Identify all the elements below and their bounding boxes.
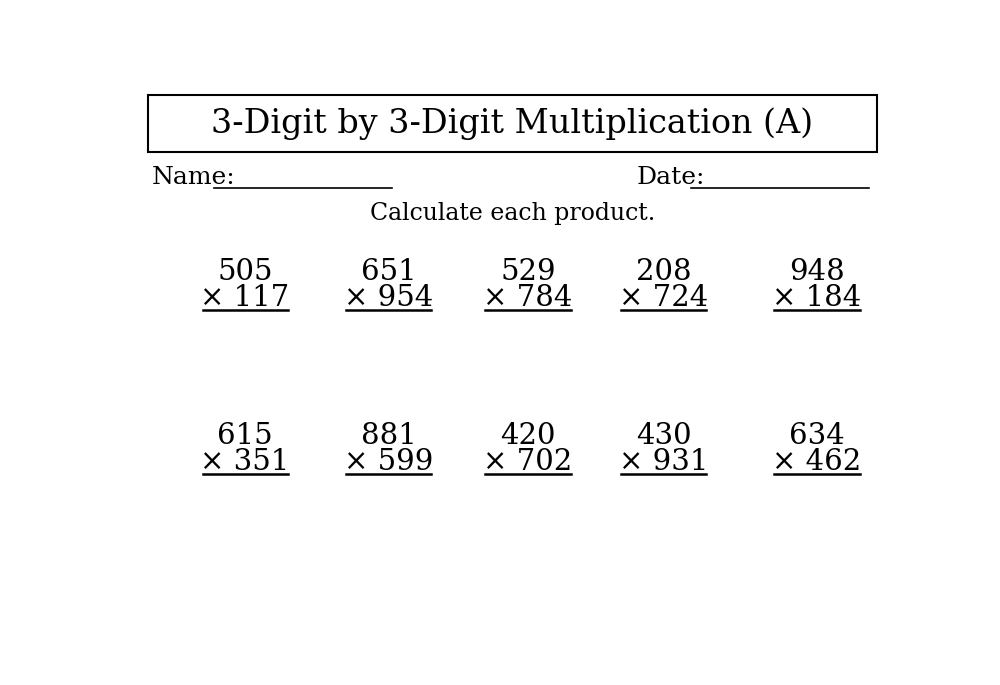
Text: × 462: × 462 xyxy=(772,448,862,476)
Text: 881: 881 xyxy=(361,421,416,449)
Text: 420: 420 xyxy=(500,421,556,449)
Text: × 702: × 702 xyxy=(483,448,573,476)
Text: Date:: Date: xyxy=(637,166,705,188)
Text: 529: 529 xyxy=(500,258,556,286)
Text: × 954: × 954 xyxy=(344,284,433,312)
Text: 3-Digit by 3-Digit Multiplication (A): 3-Digit by 3-Digit Multiplication (A) xyxy=(211,107,814,140)
Text: × 351: × 351 xyxy=(200,448,290,476)
Text: × 784: × 784 xyxy=(483,284,573,312)
Text: 651: 651 xyxy=(361,258,416,286)
Text: 208: 208 xyxy=(636,258,691,286)
Text: 615: 615 xyxy=(217,421,273,449)
Text: 430: 430 xyxy=(636,421,691,449)
Text: × 599: × 599 xyxy=(344,448,433,476)
Text: Calculate each product.: Calculate each product. xyxy=(370,201,655,225)
Text: 948: 948 xyxy=(789,258,845,286)
Text: Name:: Name: xyxy=(152,166,236,188)
Text: × 724: × 724 xyxy=(619,284,708,312)
Text: × 931: × 931 xyxy=(619,448,708,476)
Text: 505: 505 xyxy=(217,258,273,286)
FancyBboxPatch shape xyxy=(148,95,877,152)
Text: × 117: × 117 xyxy=(200,284,290,312)
Text: × 184: × 184 xyxy=(772,284,862,312)
Text: 634: 634 xyxy=(789,421,845,449)
